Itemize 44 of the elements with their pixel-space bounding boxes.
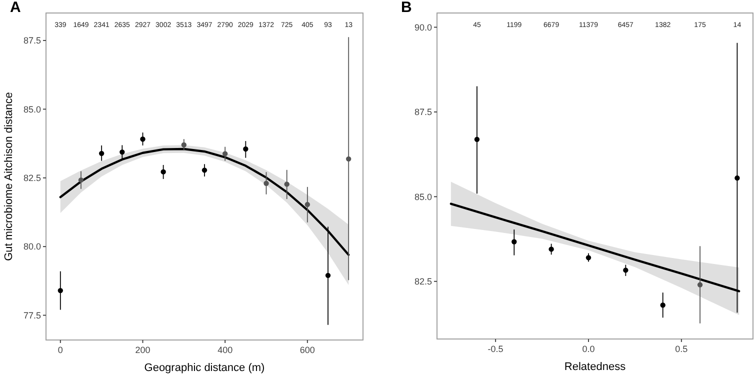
point — [78, 177, 84, 183]
point — [202, 168, 208, 173]
point — [181, 142, 187, 148]
y-tick-label: 77.5 — [23, 310, 41, 320]
point — [98, 150, 104, 156]
point — [264, 180, 269, 186]
y-tick-label: 82.5 — [23, 173, 41, 184]
point — [304, 202, 310, 208]
x-tick-label: 600 — [300, 345, 315, 355]
point — [623, 268, 628, 273]
x-tick-label: 0.0 — [582, 344, 595, 354]
y-tick-label: 87.5 — [23, 36, 41, 46]
x-tick-label: 0 — [58, 345, 63, 355]
x-axis-title: Geographic distance (m) — [144, 362, 265, 374]
x-tick-label: 200 — [135, 345, 150, 355]
y-tick-label: 80.0 — [23, 242, 41, 252]
point — [243, 146, 248, 152]
point — [474, 136, 480, 142]
chart-title: B — [401, 0, 412, 16]
point — [325, 272, 331, 278]
y-tick-label: 87.5 — [414, 107, 432, 118]
point — [512, 239, 517, 244]
y-tick-label: 90.0 — [414, 22, 432, 32]
y-tick-label: 85.0 — [414, 192, 432, 202]
point — [284, 182, 290, 187]
point — [346, 156, 352, 162]
point — [140, 136, 146, 142]
x-tick-label: -0.5 — [488, 344, 504, 354]
y-tick-label: 82.5 — [414, 276, 432, 287]
point — [120, 149, 125, 155]
point — [160, 169, 166, 174]
point — [697, 282, 703, 288]
y-tick-label: 85.0 — [23, 104, 41, 114]
point — [548, 246, 554, 252]
point — [660, 302, 666, 308]
x-tick-label: 0.5 — [675, 344, 688, 354]
y-axis-title: Gut microbiome Aitchison distance — [3, 92, 15, 261]
point — [222, 151, 228, 156]
x-axis-title: Relatedness — [564, 361, 626, 373]
chart-title: A — [10, 0, 21, 16]
point — [586, 255, 592, 260]
x-tick-label: 400 — [218, 345, 233, 355]
point — [734, 175, 740, 181]
point — [58, 288, 64, 294]
